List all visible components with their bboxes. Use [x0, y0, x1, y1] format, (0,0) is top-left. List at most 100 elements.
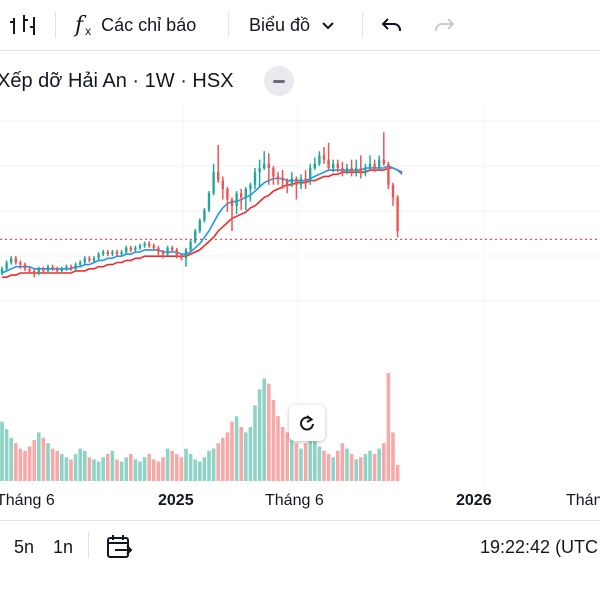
volume-bar: [60, 454, 64, 481]
x-tick-label: 2026: [456, 492, 492, 509]
bottom-divider: [88, 532, 89, 558]
volume-bar: [244, 432, 248, 481]
volume-bar: [106, 454, 110, 481]
toolbar-divider: [228, 12, 229, 38]
volume-bar: [69, 459, 73, 481]
volume-bar: [64, 457, 69, 481]
volume-bar: [142, 457, 147, 481]
chevron-down-icon: [322, 22, 334, 30]
candle-body: [97, 254, 100, 259]
candle-body: [83, 258, 86, 263]
collapse-legend-button[interactable]: [264, 66, 294, 96]
candle-body: [345, 168, 349, 173]
volume-bar: [225, 432, 230, 481]
symbol-title[interactable]: Xếp dỡ Hải An · 1W · HSX: [0, 69, 234, 92]
volume-bar: [271, 400, 276, 481]
redo-icon: [435, 18, 455, 31]
clock-label: 19:22:42 (UTC: [480, 536, 599, 557]
candle-body: [115, 252, 119, 255]
volume-bar: [377, 448, 381, 481]
clock-timezone[interactable]: 19:22:42 (UTC: [480, 532, 598, 562]
volume-bar: [78, 448, 82, 481]
candles-icon[interactable]: [4, 0, 44, 50]
legend-row: Xếp dỡ Hải An · 1W · HSX: [0, 58, 234, 104]
candle-body: [350, 168, 353, 173]
volume-bar: [193, 459, 197, 481]
candle-body: [65, 266, 68, 269]
candle-body: [267, 163, 270, 168]
undo-icon: [381, 18, 401, 31]
volume-bar: [308, 437, 312, 481]
volume-bar: [290, 437, 294, 481]
volume-bar: [216, 443, 220, 481]
volume-bar: [9, 437, 13, 481]
candle-body: [263, 163, 266, 168]
volume-bar: [147, 454, 151, 481]
price-chart[interactable]: [0, 106, 600, 484]
volume-bar: [96, 461, 101, 481]
candle-body: [391, 184, 395, 198]
candle-body: [33, 270, 36, 273]
candle-body: [378, 159, 381, 168]
volume-bar: [129, 454, 133, 481]
volume-bar: [239, 427, 243, 481]
range-1y-label: 1n: [53, 536, 74, 557]
volume-bar: [0, 421, 4, 481]
candle-body: [152, 245, 155, 248]
goto-date-button[interactable]: [105, 532, 133, 562]
candle-body: [341, 168, 344, 173]
volume-bar: [202, 457, 207, 481]
volume-bar: [115, 459, 119, 481]
volume-bar: [336, 450, 340, 481]
candle-body: [221, 180, 224, 189]
candle-body: [387, 163, 390, 185]
fx-icon-sub: x: [85, 24, 92, 38]
candle-body: [240, 193, 243, 198]
candle-body: [295, 178, 298, 185]
candle-body: [28, 268, 31, 271]
range-5y-button[interactable]: 5n: [14, 532, 34, 562]
candle-body: [143, 243, 146, 246]
volume-bar: [354, 459, 358, 481]
candle-body: [318, 155, 321, 164]
toolbar-divider: [362, 12, 363, 38]
volume-bar: [221, 437, 225, 481]
volume-bar: [50, 448, 55, 481]
reset-chart-button[interactable]: [289, 405, 325, 441]
volume-bar: [262, 378, 266, 481]
candle-body: [230, 199, 234, 206]
volume-bar: [87, 457, 92, 481]
volume-bar: [280, 427, 285, 481]
chart-type-button[interactable]: Biểu đồ: [249, 0, 338, 50]
calendar-arrow-icon: [107, 535, 133, 558]
candle-body: [244, 189, 247, 198]
volume-bar: [326, 454, 331, 481]
toolbar-divider: [55, 12, 56, 38]
chart-type-label: Biểu đồ: [249, 14, 311, 35]
volume-bar: [211, 448, 216, 481]
candle-body: [309, 168, 312, 181]
volume-bar: [276, 416, 280, 481]
candle-body: [184, 249, 188, 259]
undo-button[interactable]: [380, 0, 404, 50]
volume-bar: [359, 457, 363, 481]
candle-body: [258, 168, 261, 173]
candle-body: [51, 266, 54, 269]
redo-button[interactable]: [432, 0, 456, 50]
volume-bar: [46, 443, 50, 481]
candle-body: [217, 172, 220, 181]
volume-bar: [395, 464, 400, 481]
candle-body: [198, 220, 201, 231]
range-1y-button[interactable]: 1n: [53, 532, 73, 562]
volume-bar: [124, 457, 128, 481]
candle-body: [336, 163, 339, 168]
candle-body: [74, 264, 77, 269]
x-tick-label: Tháng: [566, 492, 600, 509]
volume-bar: [152, 459, 156, 481]
volume-bar: [138, 461, 142, 481]
volume-bar: [184, 448, 188, 481]
candle-body: [138, 245, 142, 248]
candle-body: [19, 262, 22, 265]
bottom-bar-border: [0, 520, 600, 521]
